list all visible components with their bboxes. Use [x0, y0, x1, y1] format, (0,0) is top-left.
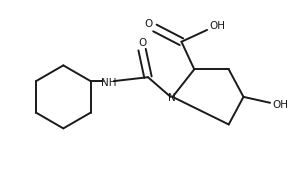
- Text: OH: OH: [272, 100, 288, 110]
- Text: OH: OH: [209, 21, 225, 31]
- Text: N: N: [168, 93, 176, 103]
- Text: NH: NH: [101, 78, 116, 88]
- Text: O: O: [138, 38, 146, 48]
- Text: O: O: [145, 19, 153, 29]
